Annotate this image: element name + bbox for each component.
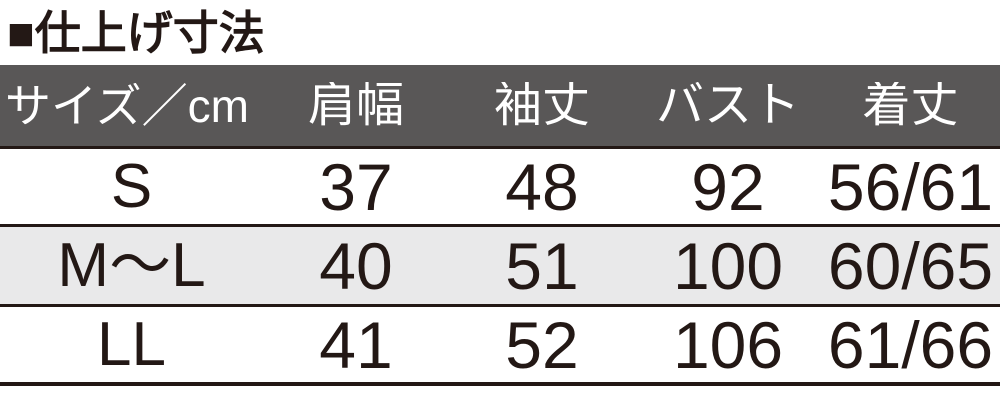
shoulder-width-cell: 41 [319,311,393,378]
title-bar: ■仕上げ寸法 [0,0,1000,65]
sleeve-length-cell: 51 [505,232,579,299]
page-title: ■仕上げ寸法 [7,6,265,59]
size-label-cell: LL [97,313,166,376]
size-label-cell: S [110,155,153,218]
shoulder-width-cell: 37 [319,153,393,220]
body-length-cell: 61/66 [827,311,994,378]
bust-cell: 106 [672,311,784,378]
bust-cell: 100 [672,232,784,299]
column-header-sleeve-length: 袖丈 [493,81,590,130]
shoulder-width-cell: 40 [319,232,393,299]
sleeve-length-cell: 48 [505,153,579,220]
table-header-row: サイズ／cm 肩幅 袖丈 バスト 着丈 [0,65,1000,149]
column-header-shoulder-width: 肩幅 [307,81,404,130]
sleeve-length-cell: 52 [505,311,579,378]
size-table: サイズ／cm 肩幅 袖丈 バスト 着丈 S 37 48 92 56/61 M～L… [0,65,1000,386]
column-header-body-length: 着丈 [862,81,959,130]
column-header-size-unit: サイズ／cm [5,82,249,129]
table-row-size-s: S 37 48 92 56/61 [0,149,1000,227]
bust-cell: 92 [691,153,765,220]
column-header-bust: バスト [655,81,800,130]
body-length-cell: 56/61 [827,153,994,220]
table-row-size-ll: LL 41 52 106 61/66 [0,307,1000,386]
table-row-size-m-l: M～L 40 51 100 60/65 [0,227,1000,307]
size-label-cell: M～L [57,234,206,297]
body-length-cell: 60/65 [827,232,994,299]
